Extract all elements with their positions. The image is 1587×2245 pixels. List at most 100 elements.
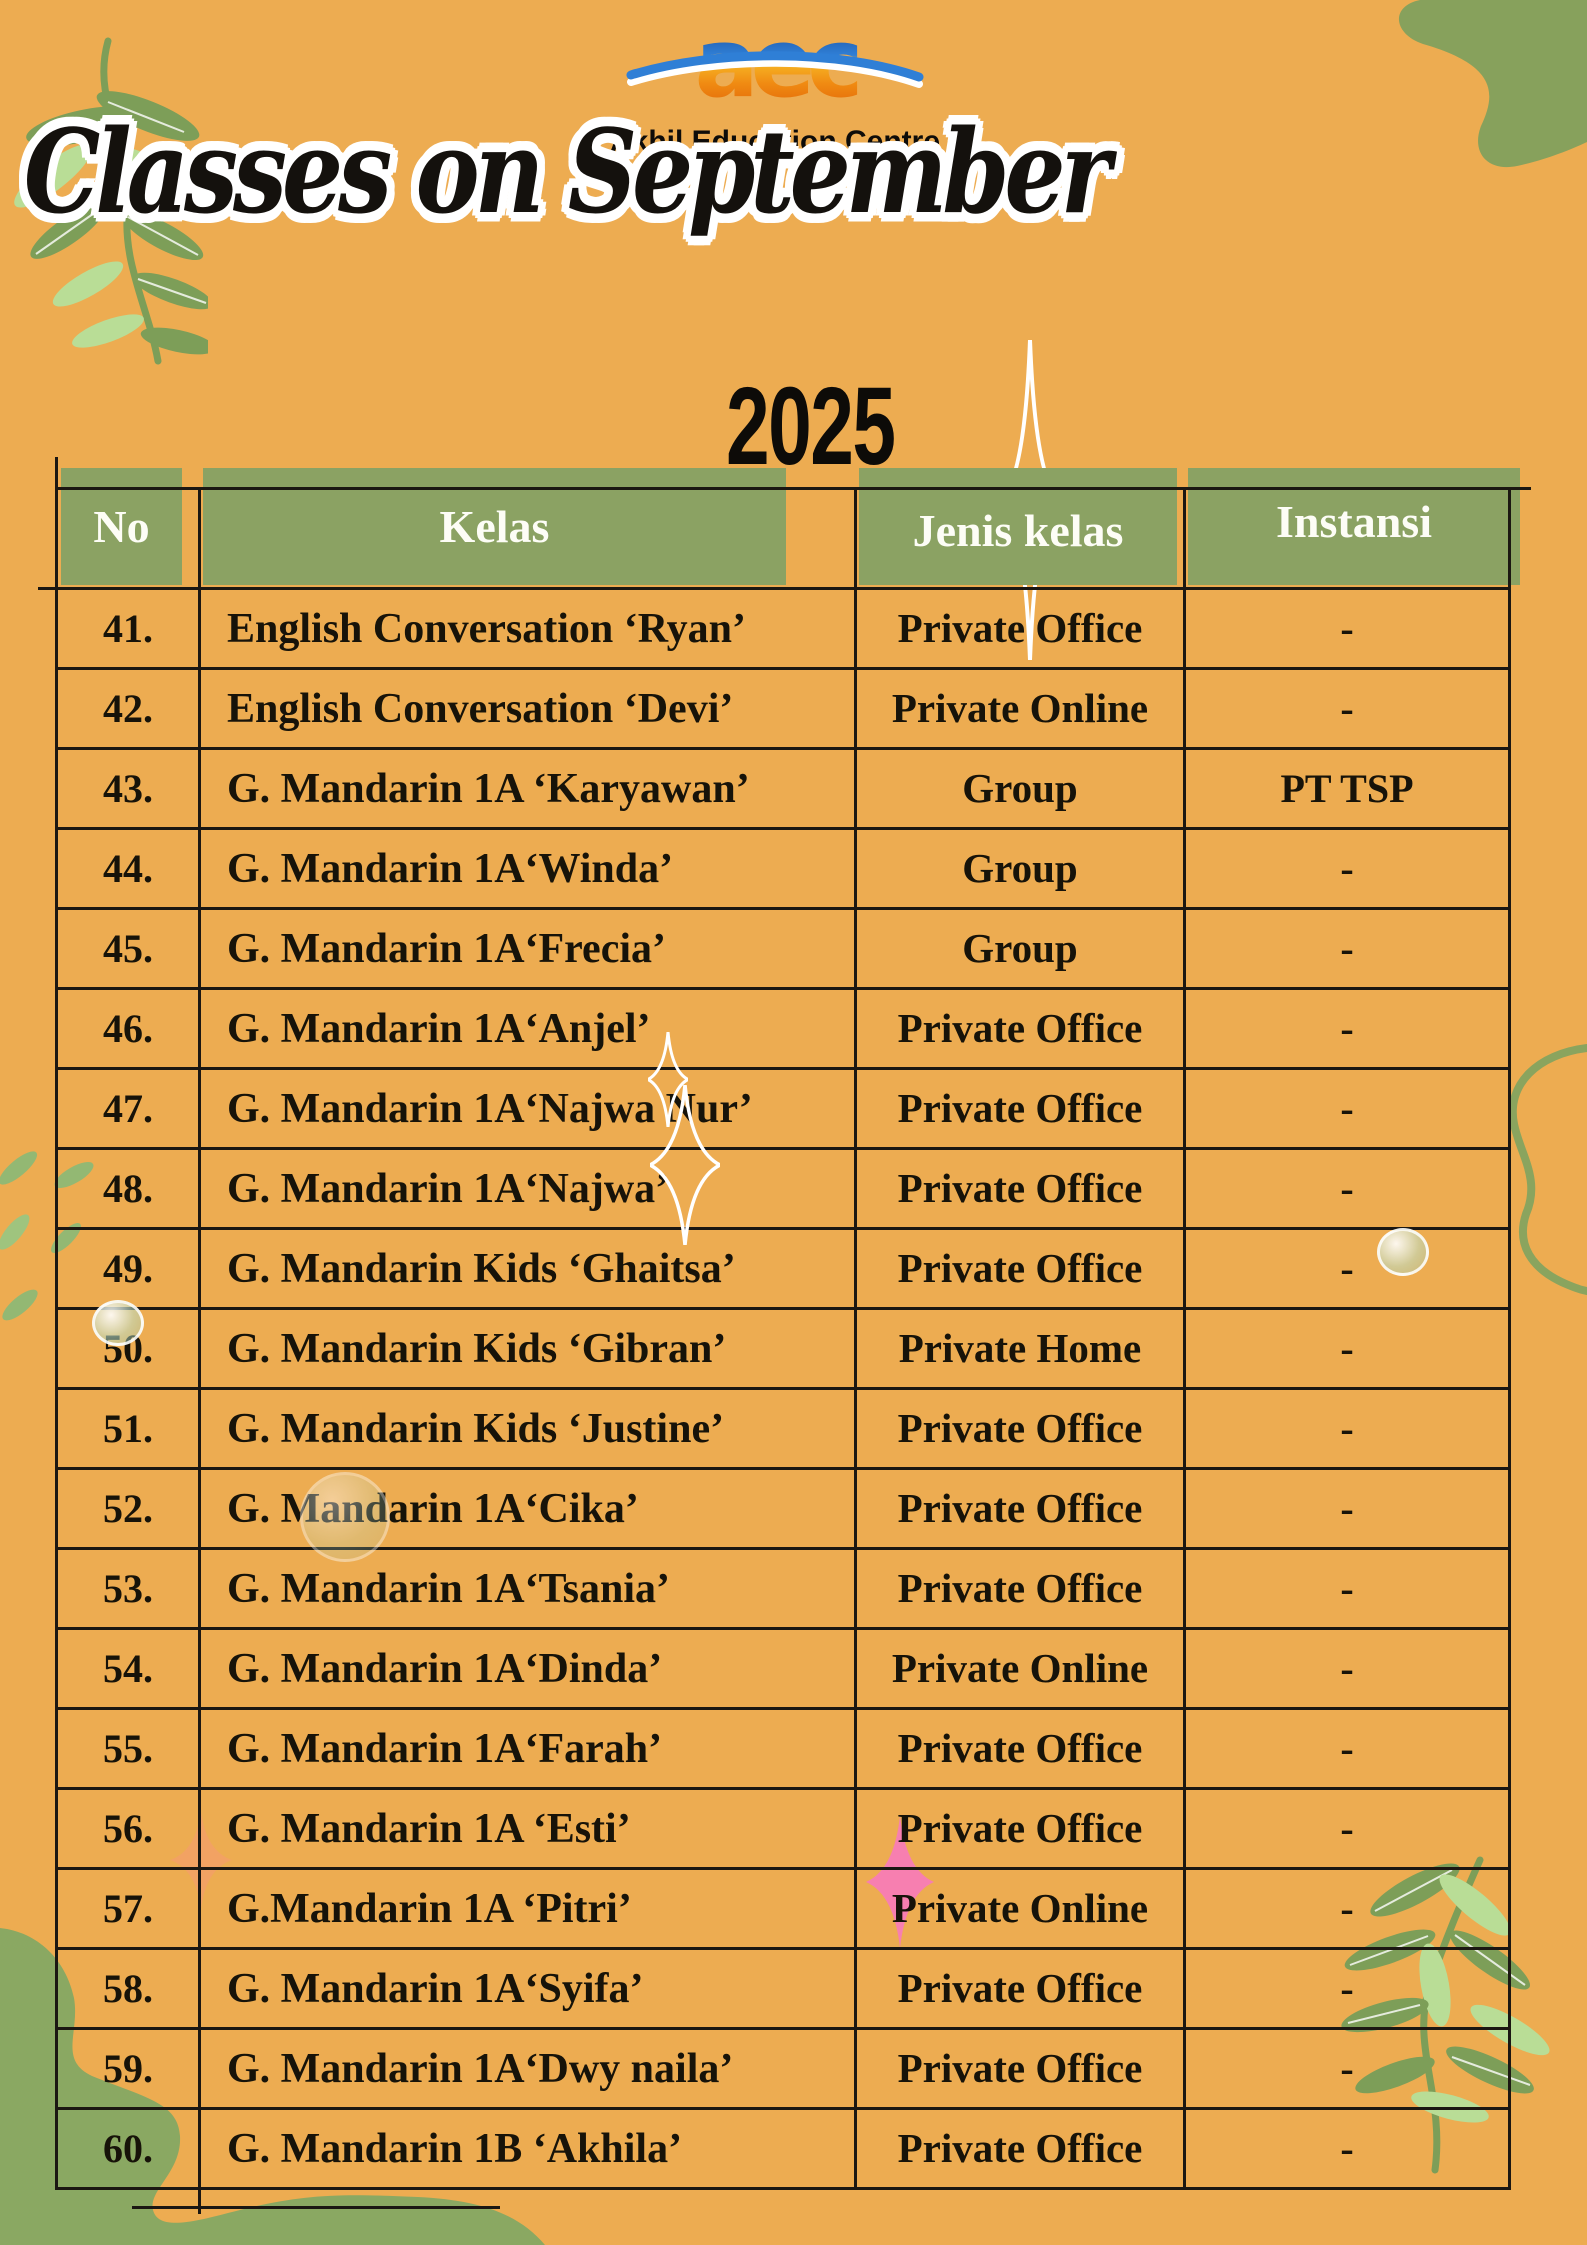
cell-jenis: Private Office [854, 1147, 1186, 1230]
cell-no: 49. [55, 1227, 201, 1310]
cell-kelas: G. Mandarin 1A ‘Esti’ [198, 1787, 857, 1870]
cell-kelas: G. Mandarin 1A‘Dinda’ [198, 1627, 857, 1710]
table-row: 58. G. Mandarin 1A‘Syifa’ Private Office - [55, 1947, 1511, 2030]
cell-instansi: - [1183, 587, 1511, 670]
bubble-icon [1377, 1228, 1429, 1276]
cell-instansi: - [1183, 1467, 1511, 1550]
cell-jenis: Private Office [854, 1947, 1186, 2030]
cell-instansi: - [1183, 1707, 1511, 1790]
cell-jenis: Private Office [854, 1707, 1186, 1790]
table-row: 59. G. Mandarin 1A‘Dwy naila’ Private Offi… [55, 2027, 1511, 2110]
cell-no: 43. [55, 747, 201, 830]
cell-kelas: G. Mandarin 1A‘Syifa’ [198, 1947, 857, 2030]
cell-instansi: - [1183, 2107, 1511, 2190]
branch-top-left-icon [14, 37, 208, 365]
cell-jenis: Private Office [854, 1467, 1186, 1550]
cell-jenis: Group [854, 827, 1186, 910]
cell-jenis: Private Office [854, 987, 1186, 1070]
cell-no: 59. [55, 2027, 201, 2110]
cell-no: 47. [55, 1067, 201, 1150]
cell-kelas: G. Mandarin 1A‘Cika’ [198, 1467, 857, 1550]
cell-kelas: G. Mandarin 1A‘Najwa’ [198, 1147, 857, 1230]
cell-jenis: Private Office [854, 2027, 1186, 2110]
cell-no: 58. [55, 1947, 201, 2030]
cell-no: 57. [55, 1867, 201, 1950]
cell-kelas: G. Mandarin 1A‘Winda’ [198, 827, 857, 910]
cell-jenis: Group [854, 747, 1186, 830]
table-row: 51. G. Mandarin Kids ‘Justine’ Private Off… [55, 1387, 1511, 1470]
bubble-icon [92, 1300, 144, 1346]
table-row: 44. G. Mandarin 1A‘Winda’ Group - [55, 827, 1511, 910]
table-row: 41. English Conversation ‘Ryan’ Private Of… [55, 587, 1511, 670]
cell-instansi: - [1183, 1067, 1511, 1150]
cell-no: 45. [55, 907, 201, 990]
cell-kelas: G. Mandarin 1A‘Tsania’ [198, 1547, 857, 1630]
cell-no: 54. [55, 1627, 201, 1710]
cell-no: 53. [55, 1547, 201, 1630]
cell-jenis: Private Online [854, 1627, 1186, 1710]
border-quirk [55, 457, 58, 490]
table-row: 52. G. Mandarin 1A‘Cika’ Private Office - [55, 1467, 1511, 1550]
cell-no: 48. [55, 1147, 201, 1230]
cell-instansi: - [1183, 1227, 1511, 1310]
cell-kelas: G. Mandarin Kids ‘Gibran’ [198, 1307, 857, 1390]
title-year: 2025 [726, 365, 896, 488]
cell-jenis: Private Office [854, 1787, 1186, 1870]
border-quirk [38, 587, 58, 590]
cell-instansi: - [1183, 1147, 1511, 1230]
cell-jenis: Private Office [854, 587, 1186, 670]
table-row: 45. G. Mandarin 1A‘Frecia’ Group - [55, 907, 1511, 990]
border-quirk [1505, 487, 1531, 490]
header-row [55, 487, 1511, 590]
cell-kelas: G.Mandarin 1A ‘Pitri’ [198, 1867, 857, 1950]
sparkle-large-icon [650, 1085, 720, 1245]
cell-jenis: Private Online [854, 667, 1186, 750]
cell-kelas: English Conversation ‘Ryan’ [198, 587, 857, 670]
bubble-icon [300, 1472, 390, 1562]
cell-no: 60. [55, 2107, 201, 2190]
logo: aec Akhil Education Centre [595, 9, 955, 159]
table-row: 47. G. Mandarin 1A‘Najwa Nur’ Private Offi… [55, 1067, 1511, 1150]
page-title: Classes on September [23, 104, 1111, 240]
cell-jenis: Private Office [854, 1387, 1186, 1470]
cell-instansi: - [1183, 827, 1511, 910]
table-row: 54. G. Mandarin 1A‘Dinda’ Private Online - [55, 1627, 1511, 1710]
cell-instansi: - [1183, 987, 1511, 1070]
cell-instansi: - [1183, 1947, 1511, 2030]
cell-jenis: Private Office [854, 1547, 1186, 1630]
table-row: 49. G. Mandarin Kids ‘Ghaitsa’ Private Off… [55, 1227, 1511, 1310]
cell-jenis: Private Office [854, 2107, 1186, 2190]
border-quirk [198, 2188, 201, 2214]
table-row: 56. G. Mandarin 1A ‘Esti’ Private Office - [55, 1787, 1511, 1870]
cell-no: 52. [55, 1467, 201, 1550]
table-row: 60. G. Mandarin 1B ‘Akhila’ Private Office… [55, 2107, 1511, 2190]
cell-jenis: Private Office [854, 1227, 1186, 1310]
cell-kelas: G. Mandarin 1A‘Frecia’ [198, 907, 857, 990]
cell-no: 42. [55, 667, 201, 750]
cell-instansi: - [1183, 1627, 1511, 1710]
border-quirk [132, 2206, 500, 2209]
table-row: 57. G.Mandarin 1A ‘Pitri’ Private Online - [55, 1867, 1511, 1950]
cell-kelas: G. Mandarin 1A‘Dwy naila’ [198, 2027, 857, 2110]
cell-kelas: G. Mandarin 1A ‘Karyawan’ [198, 747, 857, 830]
cell-kelas: G. Mandarin Kids ‘Ghaitsa’ [198, 1227, 857, 1310]
cell-kelas: G. Mandarin 1A‘Najwa Nur’ [198, 1067, 857, 1150]
cell-jenis: Private Online [854, 1867, 1186, 1950]
org-name: Akhil Education Centre [609, 125, 941, 158]
cell-instansi: - [1183, 907, 1511, 990]
cell-kelas: G. Mandarin 1A‘Farah’ [198, 1707, 857, 1790]
cell-no: 51. [55, 1387, 201, 1470]
cell-no: 46. [55, 987, 201, 1070]
cell-instansi: - [1183, 1547, 1511, 1630]
sparkle-small-icon [648, 1032, 688, 1127]
cell-instansi: - [1183, 1787, 1511, 1870]
cell-instansi: - [1183, 1387, 1511, 1470]
cell-instansi: PT TSP [1183, 747, 1511, 830]
cell-jenis: Private Home [854, 1307, 1186, 1390]
cell-instansi: - [1183, 1867, 1511, 1950]
cell-no: 41. [55, 587, 201, 670]
cell-kelas: G. Mandarin Kids ‘Justine’ [198, 1387, 857, 1470]
cell-no: 56. [55, 1787, 201, 1870]
table-row: 55. G. Mandarin 1A‘Farah’ Private Office - [55, 1707, 1511, 1790]
